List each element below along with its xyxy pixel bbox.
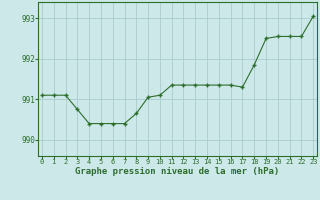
X-axis label: Graphe pression niveau de la mer (hPa): Graphe pression niveau de la mer (hPa) [76,167,280,176]
